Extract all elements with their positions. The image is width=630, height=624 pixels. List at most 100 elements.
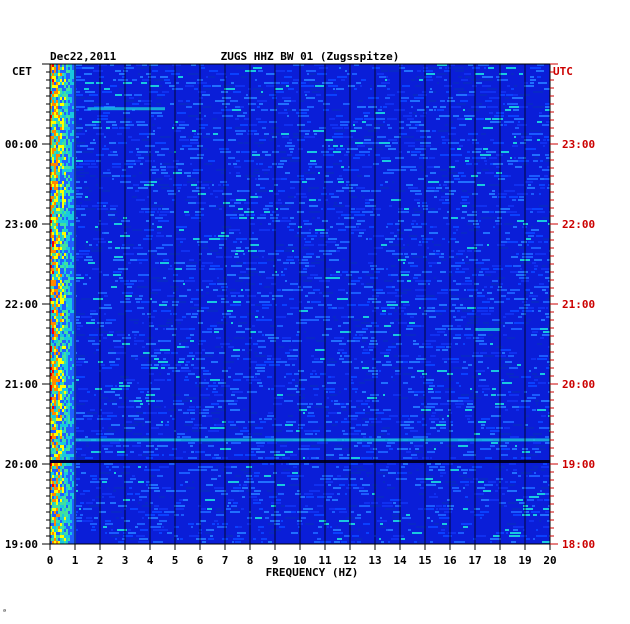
- noise-streak: [455, 241, 459, 243]
- noise-streak: [388, 64, 396, 66]
- noise-streak: [189, 352, 193, 354]
- low-freq-cell: [72, 73, 74, 76]
- low-freq-cell: [72, 316, 74, 319]
- noise-streak: [338, 217, 340, 219]
- noise-streak: [232, 109, 241, 111]
- noise-streak: [216, 511, 225, 513]
- low-freq-cell: [56, 295, 58, 298]
- low-freq-cell: [52, 265, 54, 268]
- noise-streak: [380, 352, 390, 354]
- low-freq-cell: [56, 292, 58, 295]
- low-freq-cell: [62, 202, 64, 205]
- noise-streak: [325, 409, 329, 411]
- noise-streak: [284, 376, 286, 378]
- noise-streak: [388, 541, 390, 543]
- noise-streak: [477, 160, 480, 162]
- noise-streak: [491, 352, 501, 354]
- low-freq-cell: [72, 319, 74, 322]
- low-freq-cell: [62, 181, 64, 184]
- noise-streak: [196, 289, 199, 291]
- noise-streak: [419, 307, 421, 309]
- noise-streak: [456, 103, 466, 105]
- noise-streak: [258, 457, 263, 459]
- noise-streak: [479, 379, 481, 381]
- noise-streak: [371, 421, 382, 423]
- low-freq-cell: [56, 280, 58, 283]
- noise-streak: [315, 166, 322, 168]
- noise-streak: [76, 106, 85, 108]
- low-freq-cell: [68, 136, 70, 139]
- noise-streak: [403, 373, 412, 375]
- noise-streak: [355, 391, 357, 393]
- noise-streak: [121, 175, 131, 177]
- low-freq-cell: [52, 151, 54, 154]
- noise-streak: [435, 511, 439, 513]
- noise-streak: [410, 430, 418, 432]
- noise-streak: [460, 139, 465, 141]
- noise-streak: [427, 403, 438, 405]
- noise-streak: [138, 73, 140, 75]
- noise-streak: [85, 274, 88, 276]
- noise-streak: [310, 160, 316, 162]
- noise-streak: [539, 427, 550, 429]
- low-freq-cell: [70, 199, 72, 202]
- low-freq-cell: [50, 283, 52, 286]
- low-freq-cell: [70, 166, 72, 169]
- noise-streak: [511, 328, 522, 330]
- noise-streak: [224, 466, 231, 468]
- noise-streak: [356, 424, 361, 426]
- low-freq-cell: [58, 202, 60, 205]
- noise-streak: [481, 157, 486, 159]
- noise-streak: [193, 136, 200, 138]
- low-freq-cell: [62, 271, 64, 274]
- low-freq-cell: [64, 214, 66, 217]
- noise-streak: [137, 523, 145, 525]
- noise-streak: [543, 475, 550, 477]
- noise-streak: [467, 139, 470, 141]
- noise-streak: [455, 307, 466, 309]
- noise-streak: [340, 241, 350, 243]
- noise-streak: [378, 451, 388, 453]
- noise-streak: [496, 76, 500, 78]
- noise-streak: [395, 223, 400, 225]
- noise-streak: [153, 310, 157, 312]
- noise-streak: [438, 532, 445, 534]
- noise-streak: [152, 172, 156, 174]
- noise-streak: [449, 289, 459, 291]
- noise-streak: [146, 433, 149, 435]
- noise-streak: [454, 88, 464, 90]
- noise-streak: [212, 184, 214, 186]
- noise-streak: [132, 229, 142, 231]
- low-freq-cell: [52, 286, 54, 289]
- noise-streak: [324, 388, 335, 390]
- low-freq-cell: [52, 205, 54, 208]
- low-freq-cell: [58, 157, 60, 160]
- low-freq-cell: [66, 85, 68, 88]
- noise-streak: [434, 277, 436, 279]
- low-freq-cell: [72, 106, 74, 109]
- low-freq-cell: [66, 109, 68, 112]
- noise-streak: [507, 523, 516, 525]
- noise-streak: [202, 355, 213, 357]
- noise-streak: [515, 166, 522, 168]
- noise-streak: [95, 103, 103, 105]
- noise-streak: [216, 409, 226, 411]
- noise-streak: [268, 412, 273, 414]
- noise-streak: [387, 463, 396, 465]
- noise-streak: [104, 304, 111, 306]
- noise-streak: [218, 235, 229, 237]
- low-freq-cell: [68, 184, 70, 187]
- low-freq-cell: [70, 220, 72, 223]
- noise-streak: [540, 178, 544, 180]
- noise-streak: [465, 277, 470, 279]
- noise-streak: [447, 415, 449, 417]
- low-freq-cell: [72, 274, 74, 277]
- noise-streak: [270, 217, 278, 219]
- noise-streak: [519, 307, 528, 309]
- noise-streak: [182, 145, 192, 147]
- noise-streak: [216, 256, 223, 258]
- noise-streak: [415, 193, 422, 195]
- noise-streak: [355, 142, 363, 144]
- noise-streak: [289, 148, 294, 150]
- noise-streak: [278, 199, 281, 201]
